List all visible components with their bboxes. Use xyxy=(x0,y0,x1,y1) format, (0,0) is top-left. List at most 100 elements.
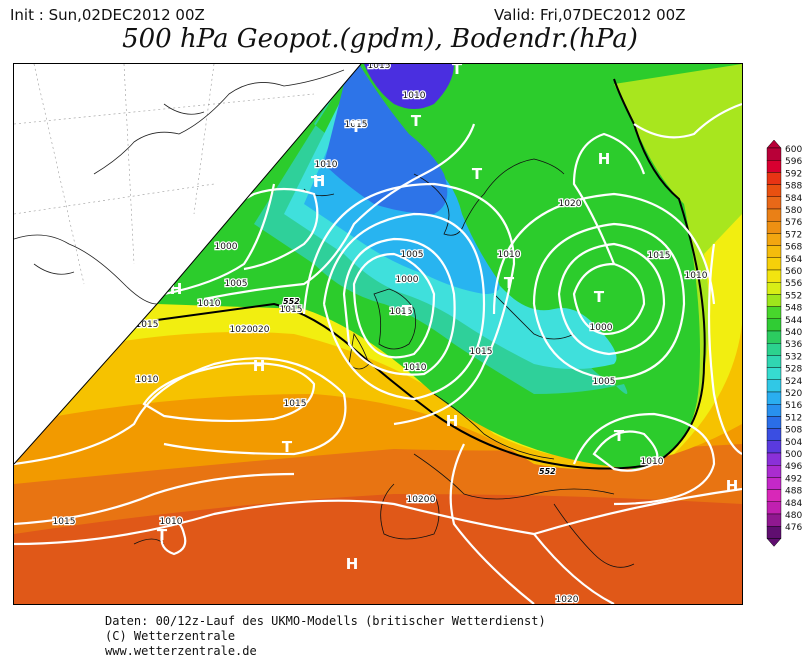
high-pressure-marker: H xyxy=(170,280,183,298)
low-pressure-marker: T xyxy=(157,526,168,544)
valid-time: Valid: Fri,07DEC2012 00Z xyxy=(494,6,686,24)
legend-level-label: 588 xyxy=(785,182,802,192)
isobar-label: 1010 xyxy=(198,299,221,309)
legend-swatch xyxy=(766,355,782,368)
legend-level-label: 520 xyxy=(785,389,802,399)
isobar-label: 1010 xyxy=(404,363,427,373)
isobar-label: 1020 xyxy=(413,495,436,505)
legend-level-label: 580 xyxy=(785,206,802,216)
isobar-label: 1015 xyxy=(648,251,671,261)
legend-level-label: 524 xyxy=(785,377,802,387)
isobar-label: 1015 xyxy=(53,517,76,527)
legend-level-label: 596 xyxy=(785,157,802,167)
low-pressure-marker: T xyxy=(594,288,605,306)
credits: Daten: 00/12z-Lauf des UKMO-Modells (bri… xyxy=(105,614,546,659)
legend-swatch xyxy=(766,440,782,454)
legend-swatch xyxy=(766,465,782,478)
isobar-label: 1010 xyxy=(160,517,183,527)
legend-swatch xyxy=(766,342,782,356)
isobar-label: 1000 xyxy=(215,242,238,252)
legend-swatch xyxy=(766,489,782,503)
high-pressure-marker: H xyxy=(253,357,266,375)
isobar-label: 1020 xyxy=(556,595,579,604)
low-pressure-marker: T xyxy=(614,427,625,445)
high-pressure-marker: H xyxy=(313,172,326,190)
isobar-label: 1005 xyxy=(593,377,616,387)
isobar-label: 1015 xyxy=(284,399,307,409)
credits-copyright: (C) Wetterzentrale xyxy=(105,629,236,643)
legend-top-arrow xyxy=(766,139,782,149)
legend-swatch xyxy=(766,513,782,527)
legend-swatch xyxy=(766,160,782,173)
legend-level-label: 576 xyxy=(785,218,802,228)
legend-level-label: 504 xyxy=(785,438,802,448)
legend-bottom-arrow xyxy=(766,538,782,547)
legend-level-label: 572 xyxy=(785,230,802,240)
legend-swatch xyxy=(766,245,782,258)
isobar-label: 1015 xyxy=(368,64,391,71)
legend-swatch xyxy=(766,220,782,234)
legend-level-label: 584 xyxy=(785,194,802,204)
legend-swatch xyxy=(766,428,782,442)
legend-swatch xyxy=(766,257,782,271)
isobar-label: 1020 xyxy=(247,325,270,335)
high-pressure-marker: H xyxy=(346,555,359,573)
domain-boundary xyxy=(14,64,362,465)
legend-swatch xyxy=(766,184,782,197)
legend-level-label: 600 xyxy=(785,145,802,155)
legend-level-label: 592 xyxy=(785,169,802,179)
isobar-value-labels: 1015 1010 1015 1010 1000 1005 1010 1015 1020 1015… xyxy=(51,64,709,604)
low-pressure-marker: T xyxy=(472,165,483,183)
credits-data-source: Daten: 00/12z-Lauf des UKMO-Modells (bri… xyxy=(105,614,546,628)
isobar-label: 1010 xyxy=(315,160,338,170)
legend-swatch xyxy=(766,233,782,246)
legend-level-label: 552 xyxy=(785,291,802,301)
low-pressure-marker: T xyxy=(282,438,293,456)
legend-level-label: 476 xyxy=(785,523,802,533)
legend-swatch xyxy=(766,269,782,283)
legend-swatch xyxy=(766,196,782,210)
low-pressure-marker: T xyxy=(504,274,515,292)
legend-swatch xyxy=(766,294,782,307)
legend-swatch xyxy=(766,379,782,393)
legend-canvas: 600 596 592 588 584 580 576 572 568 564 560 556 552 5… xyxy=(766,139,802,547)
legend-level-label: 568 xyxy=(785,243,802,253)
high-pressure-marker: H xyxy=(726,477,739,495)
map-title: 500 hPa Geopot.(gpdm), Bodendr.(hPa) xyxy=(122,24,638,54)
legend-level-label: 564 xyxy=(785,255,802,265)
legend-level-label: 556 xyxy=(785,279,802,289)
isobar-label: 1015 xyxy=(345,120,368,130)
legend-level-label: 492 xyxy=(785,474,802,484)
legend-level-label: 548 xyxy=(785,304,802,314)
low-pressure-marker: T xyxy=(311,173,322,191)
isobar-label: 1015 xyxy=(470,347,493,357)
legend-level-label: 544 xyxy=(785,316,802,326)
legend-level-label: 560 xyxy=(785,267,802,277)
isobar-label: 1015 xyxy=(390,307,413,317)
color-legend: 600 596 592 588 584 580 576 572 568 564 560 556 552 5… xyxy=(763,139,812,560)
legend-level-label: 512 xyxy=(785,413,802,423)
legend-swatch xyxy=(766,208,782,222)
isobar-label: 1020 xyxy=(407,495,430,505)
legend-swatch xyxy=(766,391,782,405)
coastline-greenland-canada xyxy=(14,69,345,305)
contour-552-label: 552 xyxy=(539,467,556,476)
isobar-label: 1010 xyxy=(685,271,708,281)
isobar-label: 1020 xyxy=(559,199,582,209)
legend-swatch xyxy=(766,404,782,417)
low-pressure-marker: T xyxy=(402,302,413,320)
legend-level-label: 528 xyxy=(785,365,802,375)
isobar-label: 1010 xyxy=(136,375,159,385)
legend-swatch xyxy=(766,452,782,466)
height-contour-labels: 552 552 xyxy=(282,296,557,477)
isobar-label: 1010 xyxy=(498,250,521,260)
isobar-label: 1010 xyxy=(641,457,664,467)
legend-level-label: 508 xyxy=(785,426,802,436)
isobar-label: 1000 xyxy=(590,323,613,333)
low-pressure-marker: T xyxy=(452,64,463,78)
legend-swatch xyxy=(766,306,782,320)
isobar-label: 1005 xyxy=(401,250,424,260)
contour-552-label: 552 xyxy=(283,297,300,306)
legend-level-label: 536 xyxy=(785,340,802,350)
